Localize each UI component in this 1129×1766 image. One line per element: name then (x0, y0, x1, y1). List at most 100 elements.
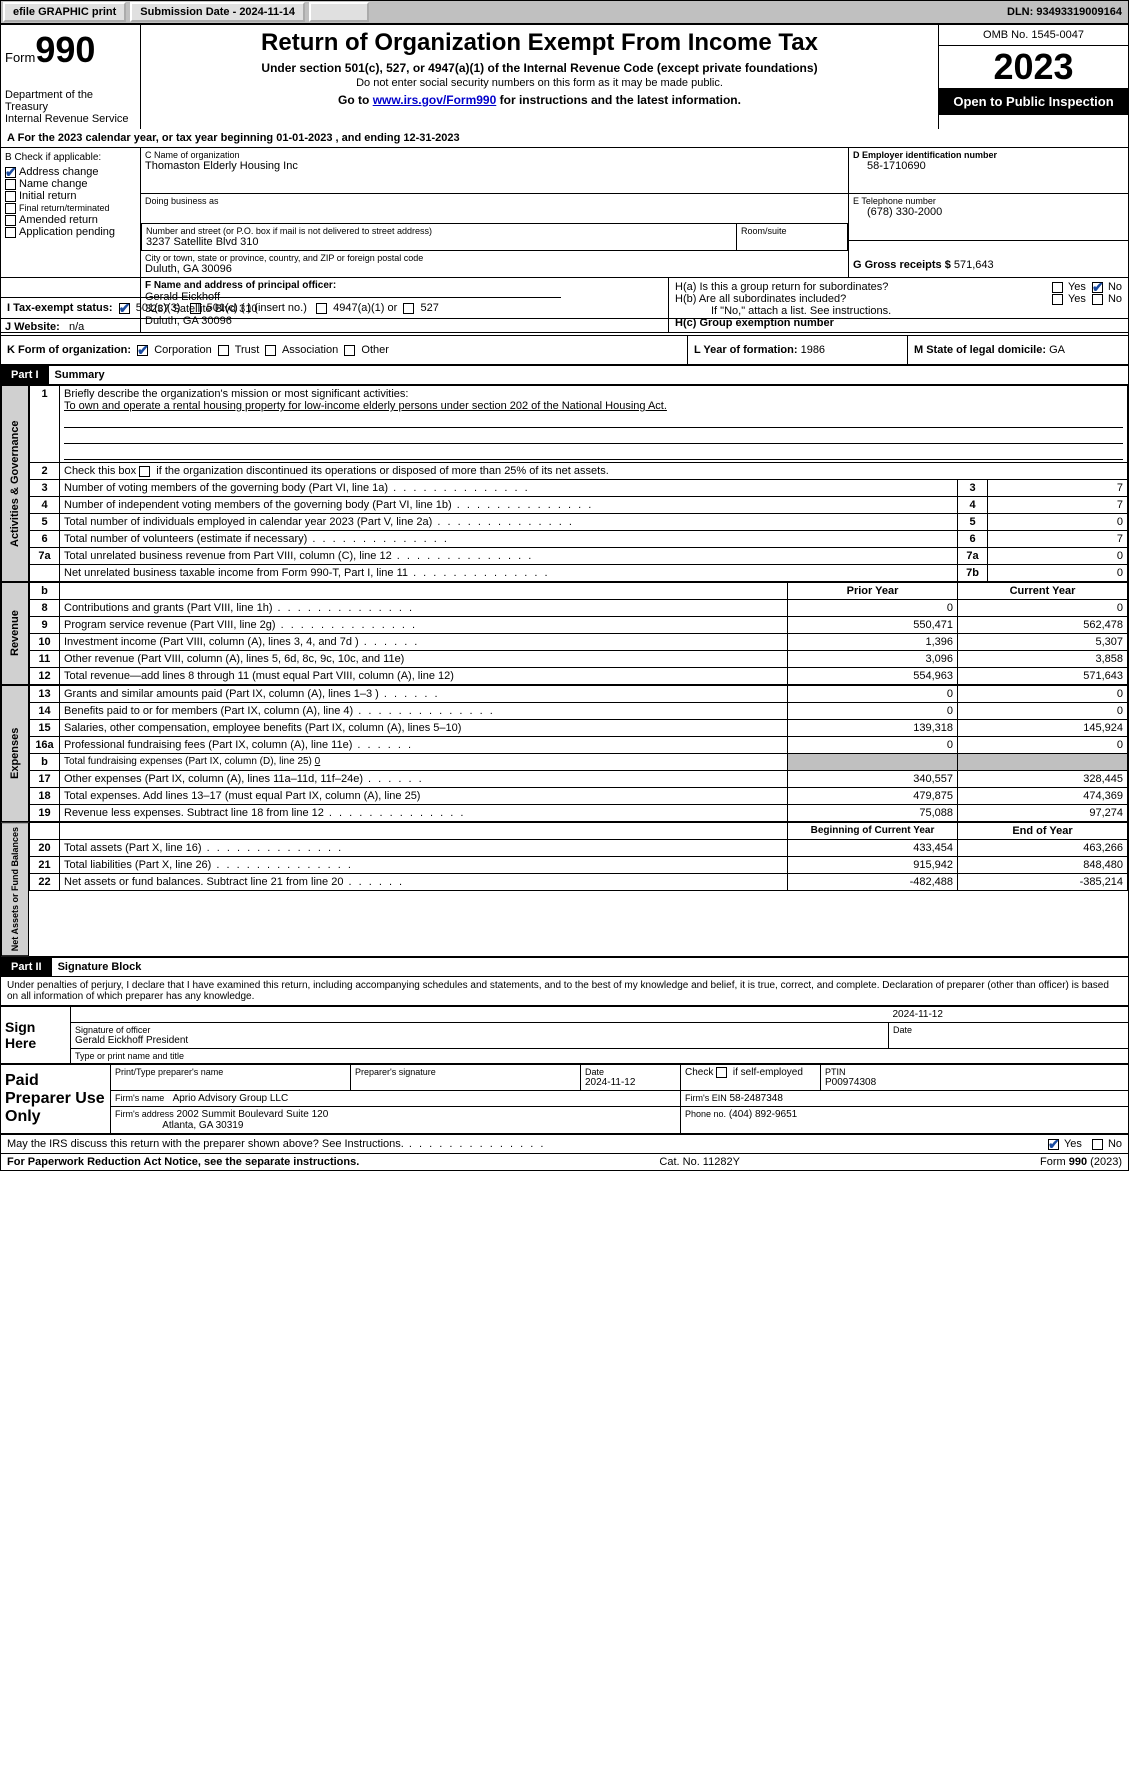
hdr-current: Current Year (958, 583, 1128, 600)
discuss-yes-lbl: Yes (1064, 1138, 1082, 1150)
chk-501c[interactable] (190, 303, 201, 314)
phone-value: (678) 330-2000 (853, 206, 1124, 218)
exp-19-c: 97,274 (958, 805, 1128, 822)
ha-yes[interactable] (1052, 282, 1063, 293)
discuss-no-lbl: No (1108, 1138, 1122, 1150)
part-i-title: Summary (49, 366, 111, 384)
part-ii-num: Part II (1, 958, 52, 976)
chk-address-change[interactable] (5, 167, 16, 178)
revenue-table: bPrior YearCurrent Year 8Contributions a… (29, 582, 1128, 685)
rev-12-t: Total revenue—add lines 8 through 11 (mu… (64, 670, 454, 682)
tax-year-period: A For the 2023 calendar year, or tax yea… (0, 129, 1129, 148)
discuss-no[interactable] (1092, 1139, 1103, 1150)
exp-17-t: Other expenses (Part IX, column (A), lin… (64, 773, 424, 785)
gov-7b-n (30, 565, 60, 582)
exp-19-n: 19 (30, 805, 60, 822)
form-id-block: Form990 Department of the Treasury Inter… (1, 25, 141, 129)
city-value: Duluth, GA 30096 (145, 263, 844, 275)
sig-date-val: 2024-11-12 (893, 1009, 943, 1020)
chk-app-pending[interactable] (5, 227, 16, 238)
gov-7b-b: 7b (958, 565, 988, 582)
exp-16b-n: b (30, 754, 60, 771)
efile-print-button[interactable]: efile GRAPHIC print (3, 2, 126, 22)
rev-11-c: 3,858 (958, 651, 1128, 668)
lbl-name-change: Name change (19, 178, 88, 190)
exp-14-p: 0 (788, 703, 958, 720)
exp-17-n: 17 (30, 771, 60, 788)
rev-8-n: 8 (30, 600, 60, 617)
dln-label: DLN: 93493319009164 (1001, 6, 1128, 18)
lbl-corp: Corporation (154, 344, 211, 356)
firm-ein: 58-2487348 (730, 1093, 783, 1104)
gov-7a-v: 0 (988, 548, 1128, 565)
k-label: K Form of organization: (7, 344, 131, 356)
chk-corp[interactable] (137, 345, 148, 356)
gross-receipts-value: 571,643 (954, 259, 994, 271)
ssn-note: Do not enter social security numbers on … (149, 77, 930, 89)
chk-name-change[interactable] (5, 179, 16, 190)
cat-no: Cat. No. 11282Y (659, 1156, 740, 1168)
dba-label: Doing business as (145, 196, 844, 206)
lbl-assoc: Association (282, 344, 338, 356)
sign-here-label: Sign Here (1, 1007, 71, 1064)
exp-16a-t: Professional fundraising fees (Part IX, … (64, 739, 413, 751)
chk-final-return[interactable] (5, 203, 16, 214)
chk-amended[interactable] (5, 215, 16, 226)
chk-self-employed[interactable] (716, 1067, 727, 1078)
discuss-yes[interactable] (1048, 1139, 1059, 1150)
net-21-c: 848,480 (958, 857, 1128, 874)
net-22-c: -385,214 (958, 874, 1128, 891)
box-k: K Form of organization: Corporation Trus… (1, 336, 688, 364)
chk-527[interactable] (403, 303, 414, 314)
exp-15-t: Salaries, other compensation, employee b… (64, 722, 461, 734)
prep-date-label: Date (585, 1067, 676, 1077)
ha-no[interactable] (1092, 282, 1103, 293)
tax-exempt-label: I Tax-exempt status: (7, 302, 113, 314)
ptin-label: PTIN (825, 1067, 1124, 1077)
gov-5-b: 5 (958, 514, 988, 531)
street-value: 3237 Satellite Blvd 310 (146, 236, 732, 248)
chk-initial-return[interactable] (5, 191, 16, 202)
exp-15-c: 145,924 (958, 720, 1128, 737)
rev-8-c: 0 (958, 600, 1128, 617)
gov-6-v: 7 (988, 531, 1128, 548)
sign-here-table: Sign Here 2024-11-12 Signature of office… (0, 1006, 1129, 1064)
rev-11-n: 11 (30, 651, 60, 668)
hb-yes[interactable] (1052, 294, 1063, 305)
exp-16b-t: Total fundraising expenses (Part IX, col… (64, 756, 312, 767)
gov-4-t: Number of independent voting members of … (64, 499, 593, 511)
sig-officer: Gerald Eickhoff President (75, 1035, 884, 1046)
l-value: 1986 (801, 344, 825, 356)
box-i: I Tax-exempt status: 501(c)(3) 501(c) ( … (1, 297, 561, 318)
rev-11-t: Other revenue (Part VIII, column (A), li… (64, 653, 404, 665)
street-label: Number and street (or P.O. box if mail i… (146, 226, 732, 236)
chk-trust[interactable] (218, 345, 229, 356)
exp-18-t: Total expenses. Add lines 13–17 (must eq… (64, 790, 420, 802)
exp-18-p: 479,875 (788, 788, 958, 805)
side-governance: Activities & Governance (1, 385, 29, 582)
exp-17-c: 328,445 (958, 771, 1128, 788)
chk-501c3[interactable] (119, 303, 130, 314)
prep-name-label: Print/Type preparer's name (115, 1067, 346, 1077)
form-title-block: Return of Organization Exempt From Incom… (141, 25, 938, 129)
exp-13-c: 0 (958, 686, 1128, 703)
form-footer: Form 990 (2023) (1040, 1156, 1122, 1168)
gov-7a-b: 7a (958, 548, 988, 565)
chk-4947[interactable] (316, 303, 327, 314)
rev-12-n: 12 (30, 668, 60, 685)
type-label: Type or print name and title (75, 1051, 1124, 1061)
period-end: 12-31-2023 (403, 132, 459, 144)
irs-link[interactable]: www.irs.gov/Form990 (373, 93, 497, 107)
topbar-blank (309, 2, 369, 22)
lbl-initial-return: Initial return (19, 190, 76, 202)
exp-15-n: 15 (30, 720, 60, 737)
rev-12-p: 554,963 (788, 668, 958, 685)
gov-7a-t: Total unrelated business revenue from Pa… (64, 550, 533, 562)
chk-other[interactable] (344, 345, 355, 356)
chk-assoc[interactable] (265, 345, 276, 356)
paid-preparer-table: Paid Preparer Use Only Print/Type prepar… (0, 1064, 1129, 1134)
hb-no[interactable] (1092, 294, 1103, 305)
chk-discontinued[interactable] (139, 466, 150, 477)
lbl-app-pending: Application pending (19, 226, 115, 238)
l-label: L Year of formation: (694, 344, 798, 356)
